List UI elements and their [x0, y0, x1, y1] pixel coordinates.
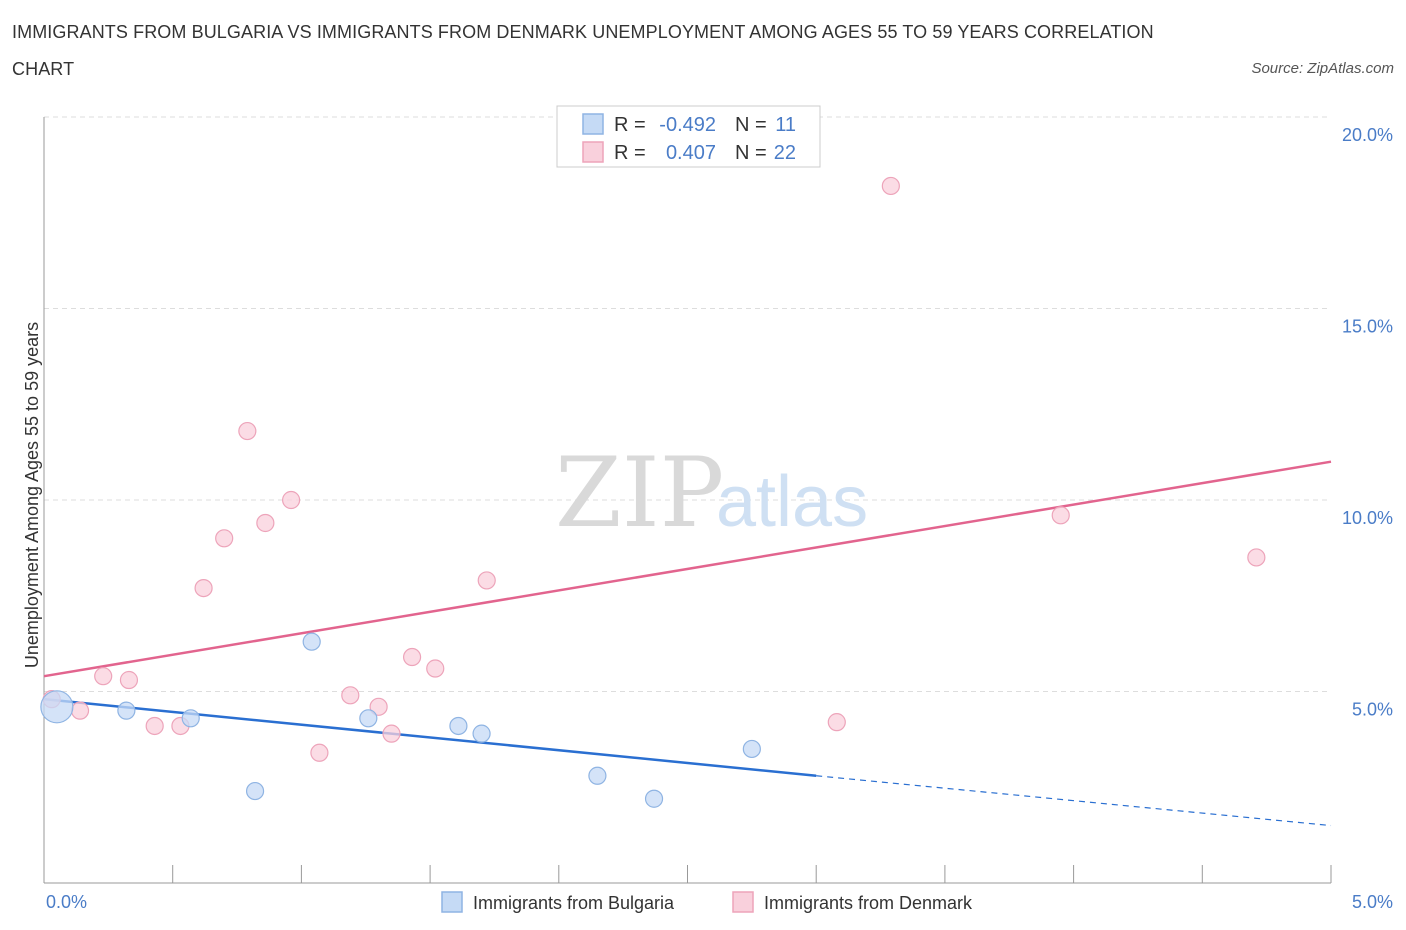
stats-n-value-denmark: 22 — [774, 142, 796, 164]
stats-r-label-denmark: R = — [614, 142, 646, 164]
chart-title: IMMIGRANTS FROM BULGARIA VS IMMIGRANTS F… — [12, 22, 1154, 79]
x-tick-label: 5.0% — [1352, 892, 1393, 912]
y-tick-label: 20.0% — [1342, 125, 1393, 145]
watermark-zip: ZIP — [555, 437, 724, 549]
stats-swatch-denmark — [582, 141, 604, 163]
point-bulgaria — [359, 709, 378, 728]
stats-r-value-denmark: 0.407 — [666, 142, 716, 164]
stats-box: R = -0.492 N = 11 R = 0.407 N = 22 — [556, 105, 821, 168]
point-bulgaria — [302, 632, 321, 651]
point-denmark — [1051, 506, 1070, 525]
watermark-atlas: atlas — [716, 462, 868, 542]
legend-label-bulgaria: Immigrants from Bulgaria — [473, 893, 675, 913]
point-denmark — [238, 421, 257, 441]
y-tick-label: 10.0% — [1342, 508, 1393, 528]
y-tick-label: 15.0% — [1342, 317, 1393, 337]
point-denmark — [477, 571, 496, 590]
point-denmark — [426, 659, 445, 678]
legend-swatch-denmark — [732, 891, 754, 913]
point-bulgaria — [181, 709, 200, 728]
point-denmark — [1247, 548, 1266, 567]
point-bulgaria — [117, 701, 136, 720]
point-denmark — [369, 697, 388, 716]
stats-r-value-bulgaria: -0.492 — [659, 114, 716, 136]
point-denmark — [194, 578, 213, 598]
trend-line-bulgaria-extension — [816, 775, 1332, 827]
stats-swatch-bulgaria — [582, 113, 604, 135]
stats-n-label-bulgaria: N = — [735, 114, 767, 136]
point-denmark — [119, 670, 139, 690]
point-denmark — [215, 529, 234, 548]
point-denmark — [94, 667, 113, 686]
point-denmark — [341, 686, 360, 705]
watermark: ZIP atlas — [555, 437, 868, 549]
point-denmark — [145, 716, 164, 736]
legend-swatch-bulgaria — [441, 891, 463, 913]
point-bulgaria — [472, 724, 491, 743]
point-denmark — [310, 743, 329, 762]
y-axis-title: Unemployment Among Ages 55 to 59 years — [22, 322, 42, 668]
x-tick-labels: 0.0% 5.0% — [46, 892, 1393, 912]
source-note: Source: ZipAtlas.com — [1251, 60, 1394, 77]
point-bulgaria — [449, 716, 468, 736]
point-denmark — [70, 701, 90, 720]
trend-lines — [43, 460, 1332, 827]
point-bulgaria — [644, 789, 664, 808]
point-denmark — [282, 490, 301, 510]
point-denmark — [402, 647, 422, 667]
y-tick-labels: 5.0% 10.0% 15.0% 20.0% — [1342, 125, 1393, 720]
data-points — [40, 176, 1266, 808]
y-tick-label: 5.0% — [1352, 700, 1393, 720]
x-axis-ticks — [172, 865, 1332, 883]
stats-n-value-bulgaria: 11 — [775, 114, 796, 136]
point-denmark — [256, 513, 275, 533]
grid-layer — [44, 116, 1331, 692]
x-tick-label: 0.0% — [46, 892, 87, 912]
point-bulgaria — [588, 766, 607, 785]
trend-line-denmark — [43, 460, 1332, 678]
legend-label-denmark: Immigrants from Denmark — [764, 893, 973, 913]
legend: Immigrants from Bulgaria Immigrants from… — [441, 891, 973, 913]
point-bulgaria — [245, 781, 265, 801]
trend-line-bulgaria — [43, 697, 817, 778]
point-bulgaria — [742, 739, 761, 759]
stats-n-label-denmark: N = — [735, 142, 767, 164]
point-denmark — [881, 176, 900, 196]
point-denmark — [827, 713, 846, 732]
point-denmark — [382, 724, 401, 743]
point-bulgaria — [40, 690, 74, 724]
stats-r-label-bulgaria: R = — [614, 114, 646, 136]
